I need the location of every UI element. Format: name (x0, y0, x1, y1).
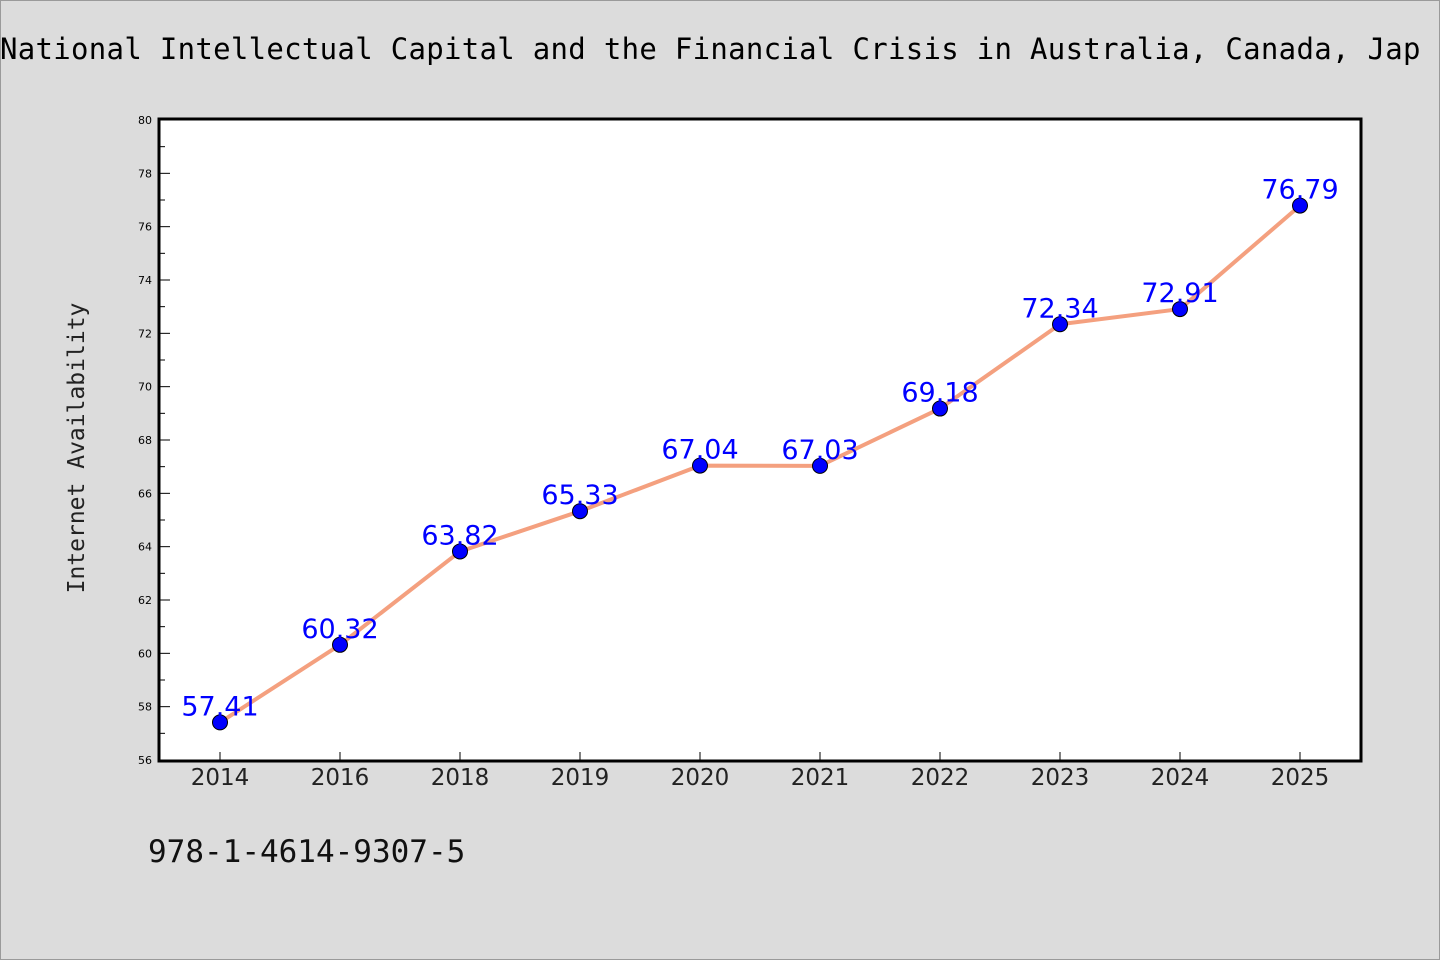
data-point (1292, 197, 1308, 214)
y-tick-label: 64 (138, 541, 152, 554)
y-tick-label: 68 (138, 434, 152, 447)
y-tick-label: 58 (138, 701, 152, 714)
data-point (1172, 301, 1188, 318)
y-tick-label: 62 (138, 594, 152, 607)
x-tick-label: 2016 (311, 765, 370, 791)
footer-identifier: 978-1-4614-9307-5 (148, 834, 466, 870)
y-tick-label: 74 (138, 274, 152, 287)
data-label: 76.79 (1261, 175, 1338, 206)
y-tick-label: 72 (138, 327, 152, 340)
x-tick-label: 2021 (791, 765, 850, 791)
data-label: 67.03 (781, 435, 858, 466)
data-point (452, 543, 468, 560)
data-point (812, 457, 828, 474)
data-label: 65.33 (541, 480, 618, 511)
data-point (212, 714, 228, 731)
x-tick-label: 2025 (1271, 765, 1330, 791)
x-tick-label: 2023 (1031, 765, 1090, 791)
data-point (1052, 316, 1068, 333)
x-tick-label: 2019 (551, 765, 610, 791)
x-tick-label: 2018 (431, 765, 490, 791)
data-point (332, 636, 348, 653)
y-axis: 56 58 60 62 64 66 68 70 72 74 76 78 80 (138, 114, 170, 767)
y-tick-label: 78 (138, 167, 152, 180)
x-tick-label: 2014 (191, 765, 250, 791)
plot-area (157, 117, 1363, 763)
y-tick-label: 76 (138, 221, 152, 234)
data-label: 60.32 (301, 614, 378, 645)
x-axis: 2014 2016 2018 2019 2020 2021 2022 2023 2024 2025 (191, 752, 1330, 791)
y-tick-label: 70 (138, 381, 152, 394)
data-label: 72.34 (1021, 293, 1098, 324)
data-point (572, 503, 588, 520)
chart-title: National Intellectual Capital and the Fi… (0, 32, 1421, 66)
x-tick-label: 2022 (911, 765, 970, 791)
series-layer: 57.41 60.32 63.82 65.33 67.04 67.03 69.18 72.34… (181, 175, 1339, 731)
y-tick-label: 56 (138, 754, 152, 767)
data-label: 57.41 (181, 691, 258, 722)
data-label: 63.82 (421, 520, 498, 551)
data-label: 67.04 (661, 435, 738, 466)
data-point (692, 457, 708, 474)
y-tick-label: 60 (138, 647, 152, 660)
data-point (932, 400, 948, 417)
x-tick-label: 2020 (671, 765, 730, 791)
x-tick-label: 2024 (1151, 765, 1210, 791)
series-line (218, 203, 1302, 725)
y-tick-label: 80 (138, 114, 152, 127)
data-label: 72.91 (1141, 278, 1218, 309)
y-tick-label: 66 (138, 487, 152, 500)
data-label: 69.18 (901, 378, 978, 409)
